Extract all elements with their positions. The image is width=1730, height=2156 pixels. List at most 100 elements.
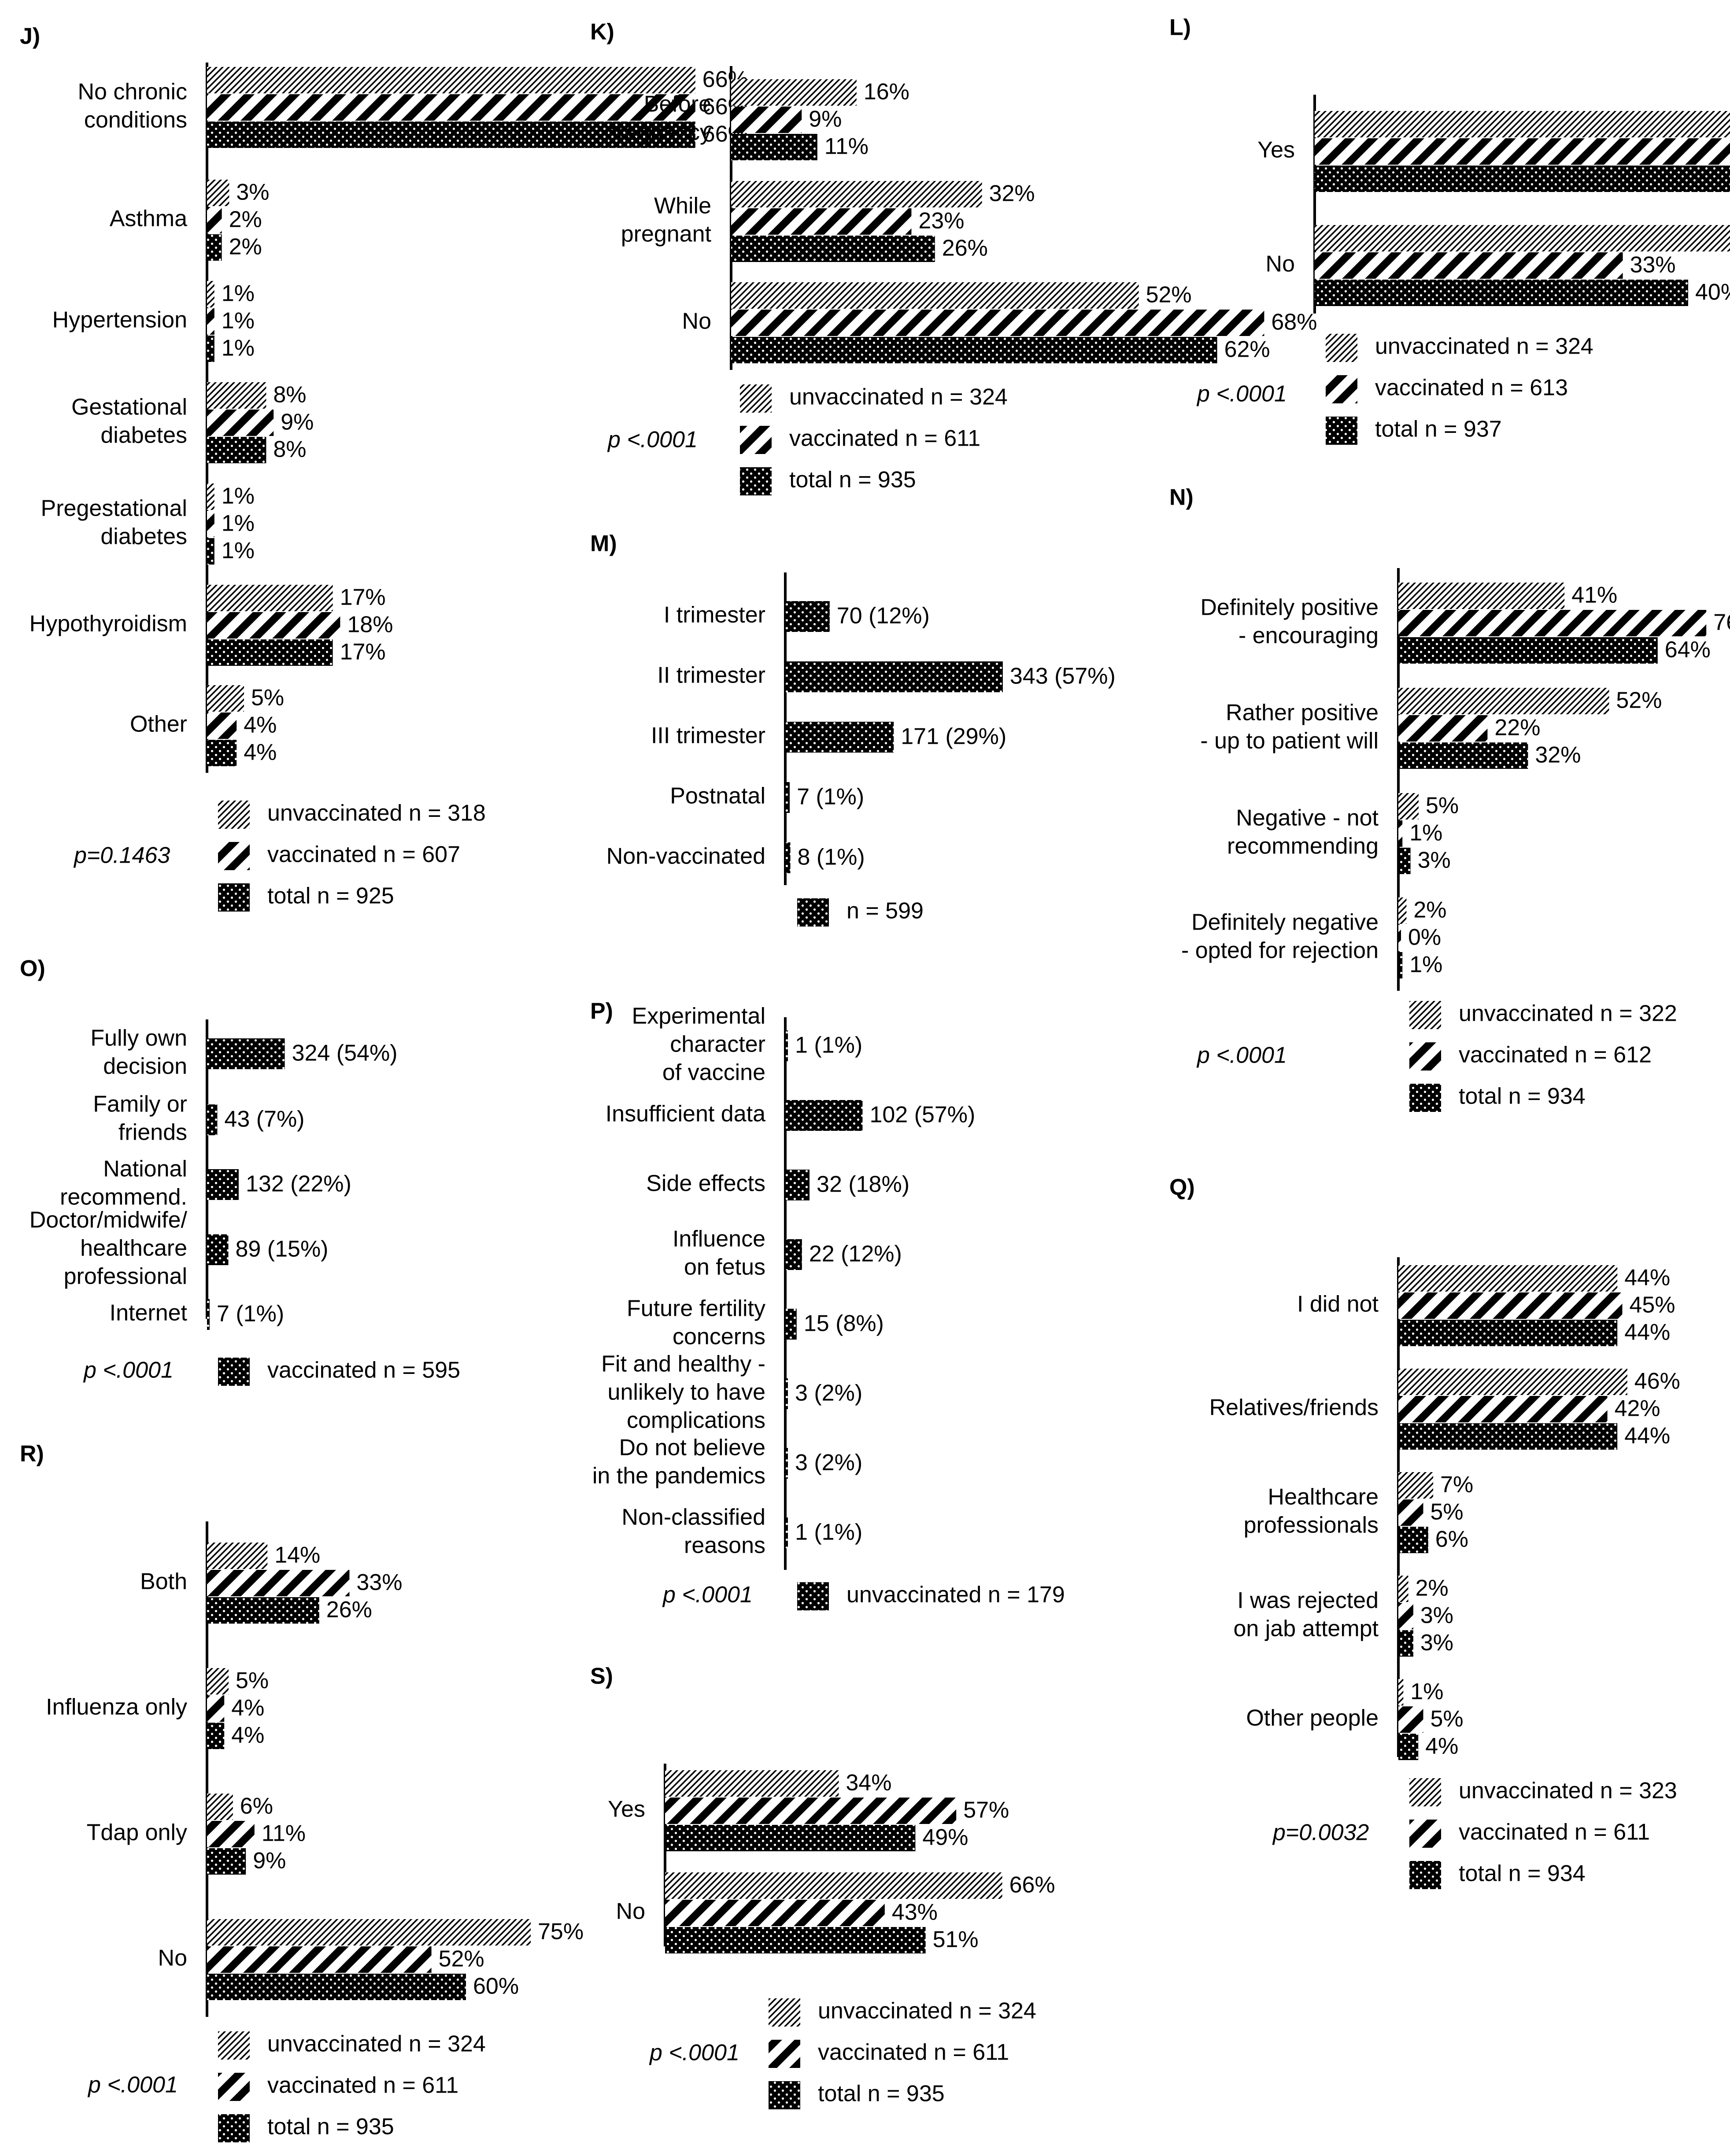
chart-panel-k: K) Before pregnancy 16% 9%11% While pregnant 32… [590,19,1317,495]
category-label: healthcare [80,1236,187,1261]
legend-label: vaccinated n = 611 [818,2040,1009,2065]
data-label: 4% [244,740,277,765]
chart-panel-s: S) Yes 34% 57%49% No 66% 43%51% unvaccinated n … [590,1664,1055,2109]
bar-unvacc [1398,1369,1627,1395]
category-label: Pregestational [41,496,187,521]
data-label: 3 (2%) [795,1450,862,1476]
chart-panel-o: O) Fully own decision 324 (54%) Family or fri… [20,956,460,1386]
legend-label: total n = 935 [818,2081,945,2107]
bar-unvacc [207,382,266,409]
bar-vacc [1398,925,1401,951]
data-label: 26% [326,1597,372,1623]
category-label: reasons [684,1533,765,1558]
bar-total [785,601,830,632]
legend-label: vaccinated n = 612 [1459,1042,1652,1068]
category-label: pregnant [621,222,712,247]
category-label: character [670,1032,765,1057]
data-label: 33% [1630,252,1676,278]
data-label: 18% [347,612,393,638]
bar-unvacc [207,67,695,93]
bar-vacc [1315,138,1730,165]
legend-label: unvaccinated n = 324 [789,384,1008,410]
category-label: professional [64,1264,187,1289]
data-label: 3 (2%) [795,1381,862,1406]
bar-total [207,1723,225,1749]
p-value: p <.0001 [662,1582,753,1608]
legend-swatch-vacc [769,2040,800,2068]
category-label: Postnatal [670,783,765,809]
category-label: diabetes [100,524,187,550]
bar-vacc [1398,1396,1608,1422]
bar-total [785,1239,802,1270]
bar-vacc [207,511,214,537]
category-label: Definitely positive [1200,595,1379,620]
bar-total [1398,637,1658,664]
data-label: 1% [1409,820,1442,846]
bar-total [207,1104,218,1135]
legend: n = 599 [797,898,924,927]
category-label: Other [130,712,187,737]
category-label: concerns [673,1324,765,1350]
bar-unvacc [207,1919,531,1946]
legend: unvaccinated n = 324 vaccinated n = 613 to… [1326,334,1593,445]
bar-unvacc [1398,688,1609,714]
panel-label: K) [590,19,614,45]
category-label: complications [627,1408,765,1433]
legend-swatch-total [740,467,772,495]
bar-unvacc [207,1668,229,1695]
data-label: 5% [1426,793,1459,819]
bar-vacc [1315,252,1623,279]
category-label: Yes [1257,137,1295,163]
category-label: in the pandemics [592,1463,765,1489]
bar-unvacc [1398,1679,1404,1706]
bar-total [207,740,237,766]
bar-total [665,1825,916,1851]
bar-unvacc [1315,111,1730,137]
category-label: Hypothyroidism [30,611,187,637]
legend-label: vaccinated n = 607 [267,842,460,868]
bar-vacc [207,713,237,739]
data-label: 8 (1%) [798,845,865,870]
panel-label: N) [1169,485,1194,510]
bar-total [207,1299,210,1330]
category-label: recommending [1227,834,1379,859]
category-label: Before [644,92,711,117]
data-label: 1% [222,281,255,306]
bar-total [1398,1423,1618,1450]
bar-unvacc [731,181,982,207]
panel-label: L) [1169,15,1191,41]
bar-total [1398,952,1403,978]
data-label: 49% [922,1825,968,1850]
data-label: 2% [1413,897,1446,923]
category-label: Do not believe [619,1435,765,1461]
bar-total [1398,742,1528,769]
bar-total [1315,280,1688,306]
legend: unvaccinated n = 322 vaccinated n = 612 to… [1409,1001,1677,1112]
data-label: 2% [229,234,262,260]
data-label: 3% [1420,1630,1453,1656]
category-label: Influence [673,1226,765,1252]
category-label: Family or [93,1092,187,1117]
bar-unvacc [1398,1472,1434,1499]
category-label: diabetes [100,423,187,448]
bar-vacc [207,1695,225,1722]
p-value: p <.0001 [83,1358,174,1383]
legend-label: unvaccinated n = 324 [1375,334,1593,359]
bar-total [1398,848,1411,874]
bar-unvacc [665,1872,1002,1899]
legend-swatch-vacc [1409,1820,1441,1848]
category-label: Doctor/midwife/ [30,1207,188,1233]
category-label: Insufficient data [606,1101,765,1127]
data-label: 1% [222,308,255,334]
panel-label: M) [590,531,617,557]
chart-panel-p: P) Experimental character of vaccine 1 (1%) I… [590,999,1065,1610]
bar-vacc [1398,1499,1423,1526]
data-label: 4% [231,1723,264,1748]
category-label: Yes [608,1797,645,1822]
bar-total [207,639,333,666]
category-label: Hypertension [52,307,187,333]
bar-total [785,842,791,873]
bar-vacc [1398,1292,1623,1319]
bar-vacc [1398,1706,1423,1733]
